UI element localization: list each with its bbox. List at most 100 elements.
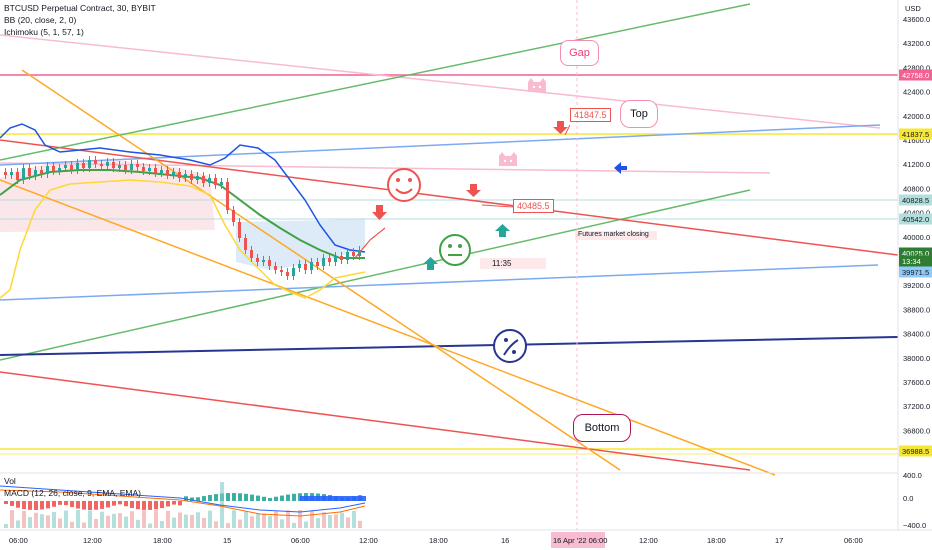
pink-trend-mid[interactable] bbox=[0, 162, 771, 174]
price-tick-label: 43600.0 bbox=[903, 15, 930, 24]
ichimoku-yellow[interactable] bbox=[0, 179, 366, 299]
cat-icon[interactable] bbox=[528, 78, 546, 92]
down-arrow-icon[interactable] bbox=[553, 121, 568, 134]
price-tick-label: 40400.0 bbox=[903, 209, 930, 218]
price-tick-label: 42400.0 bbox=[903, 88, 930, 97]
green-trend-lower[interactable] bbox=[0, 189, 751, 361]
price-tag-label: 41837.5 bbox=[902, 130, 929, 139]
orange-channel-lower[interactable] bbox=[0, 179, 776, 476]
time-tick-label: 06:00 bbox=[9, 536, 28, 545]
price-tick-label: 43200.0 bbox=[903, 39, 930, 48]
blue-trend-upper[interactable] bbox=[0, 124, 881, 166]
price-tag bbox=[899, 247, 932, 259]
bb-legend[interactable]: BB (20, close, 2, 0) bbox=[4, 15, 77, 25]
vol-legend[interactable]: Vol bbox=[4, 476, 16, 486]
price-tick-label: 37600.0 bbox=[903, 378, 930, 387]
price-tick-label: 37200.0 bbox=[903, 402, 930, 411]
cursor-time-label: 16 Apr '22 06:00 bbox=[553, 536, 607, 545]
callout-stem bbox=[481, 204, 514, 208]
red-trend-upper[interactable] bbox=[0, 139, 899, 256]
price-tag-label: 39971.5 bbox=[902, 268, 929, 277]
price-tick-label: 42800.0 bbox=[903, 63, 930, 72]
price-tick-label: 41200.0 bbox=[903, 160, 930, 169]
price-tick-label: 38400.0 bbox=[903, 330, 930, 339]
left-arrow-icon[interactable] bbox=[614, 162, 627, 174]
ichimoku-cloud bbox=[0, 160, 215, 232]
price-tag bbox=[899, 213, 932, 225]
bottom-label: Bottom bbox=[584, 422, 620, 434]
price-tick-label: 41600.0 bbox=[903, 136, 930, 145]
price-tick-label: 36800.0 bbox=[903, 426, 930, 435]
macd-tick-label: 0.0 bbox=[903, 494, 913, 503]
price-tag bbox=[899, 69, 932, 81]
currency-label: USD bbox=[905, 4, 921, 13]
time-tick-label: 18:00 bbox=[153, 536, 172, 545]
ichimoku-legend[interactable]: Ichimoku (5, 1, 57, 1) bbox=[4, 27, 84, 37]
gap-label: Gap bbox=[569, 47, 590, 59]
cursor-time-box bbox=[551, 532, 605, 548]
candlesticks[interactable] bbox=[4, 156, 361, 280]
price-tag bbox=[899, 266, 932, 278]
time-tick-label: 15 bbox=[223, 536, 231, 545]
price-tick-label: 38800.0 bbox=[903, 305, 930, 314]
price-callout-40485[interactable]: 40485.5 bbox=[513, 199, 554, 213]
red-trend-lower[interactable] bbox=[0, 371, 751, 471]
macd-tick-label: 400.0 bbox=[903, 471, 922, 480]
price-tag-label: 13:34 bbox=[902, 257, 921, 266]
price-tags: 42758.0 41837.5 40828.5 40542.0 40025.013:34… bbox=[899, 69, 932, 457]
bottom-callout[interactable]: Bottom bbox=[573, 414, 631, 442]
callout-stem bbox=[564, 124, 571, 136]
price-tag-label: 36988.5 bbox=[902, 447, 929, 456]
time-tick-label: 12:00 bbox=[639, 536, 658, 545]
time-tick-label: 12:00 bbox=[359, 536, 378, 545]
navy-trend[interactable] bbox=[0, 336, 899, 356]
blue-trend-lower[interactable] bbox=[0, 264, 879, 301]
price-tick-label: 42000.0 bbox=[903, 112, 930, 121]
orange-channel-upper[interactable] bbox=[21, 69, 621, 471]
price-tag-label: 42758.0 bbox=[902, 71, 929, 80]
gap-callout[interactable]: Gap bbox=[560, 40, 599, 66]
macd-tick-label: −400.0 bbox=[903, 521, 926, 530]
time-tick-label: 06:00 bbox=[291, 536, 310, 545]
countdown-box bbox=[480, 258, 546, 269]
green-trend-upper[interactable] bbox=[0, 3, 751, 161]
futures-label: Futures market closing bbox=[578, 231, 649, 238]
countdown-label: 11:35 bbox=[492, 259, 512, 268]
price-tag-label: 40542.0 bbox=[902, 215, 929, 224]
time-tick-label: 16 bbox=[501, 536, 509, 545]
macd-legend[interactable]: MACD (12, 26, close, 9, EMA, EMA) bbox=[4, 488, 141, 498]
price-tag-label: 40828.5 bbox=[902, 196, 929, 205]
price-tag bbox=[899, 255, 932, 267]
time-tick-label: 06:00 bbox=[844, 536, 863, 545]
projection-arrow[interactable] bbox=[354, 227, 386, 259]
price-pane bbox=[0, 0, 899, 530]
futures-box bbox=[575, 231, 657, 240]
confused-face-icon[interactable] bbox=[493, 329, 527, 363]
time-axis[interactable]: 06:00 12:00 18:00 15 06:00 12:00 18:00 16 06:00 1… bbox=[9, 536, 863, 545]
neutral-face-icon[interactable] bbox=[439, 234, 471, 266]
price-tick-label: 39200.0 bbox=[903, 281, 930, 290]
down-arrow-icon[interactable] bbox=[372, 205, 387, 220]
time-tick-label: 12:00 bbox=[83, 536, 102, 545]
price-tag bbox=[899, 194, 932, 206]
down-arrow-icon[interactable] bbox=[466, 184, 481, 197]
symbol-legend[interactable]: BTCUSD Perpetual Contract, 30, BYBIT bbox=[4, 3, 156, 13]
price-tag bbox=[899, 445, 932, 457]
up-arrow-icon[interactable] bbox=[423, 257, 438, 270]
bb-upper-line[interactable] bbox=[0, 123, 366, 253]
bb-fill bbox=[236, 218, 365, 270]
macd-axis: 400.0 0.0 −400.0 bbox=[903, 471, 926, 530]
happy-face-icon[interactable] bbox=[387, 168, 421, 202]
top-callout[interactable]: Top bbox=[620, 100, 658, 128]
price-tag bbox=[899, 128, 932, 140]
cat-icon[interactable] bbox=[499, 152, 517, 166]
price-tick-label: 38000.0 bbox=[903, 354, 930, 363]
time-tick-label: 17 bbox=[775, 536, 783, 545]
pink-trend-top[interactable] bbox=[0, 34, 881, 129]
price-callout-41847[interactable]: 41847.5 bbox=[570, 108, 611, 122]
price-tick-label: 40000.0 bbox=[903, 233, 930, 242]
time-tick-label: 18:00 bbox=[429, 536, 448, 545]
macd-pane[interactable] bbox=[0, 482, 366, 528]
up-arrow-icon[interactable] bbox=[495, 224, 510, 237]
